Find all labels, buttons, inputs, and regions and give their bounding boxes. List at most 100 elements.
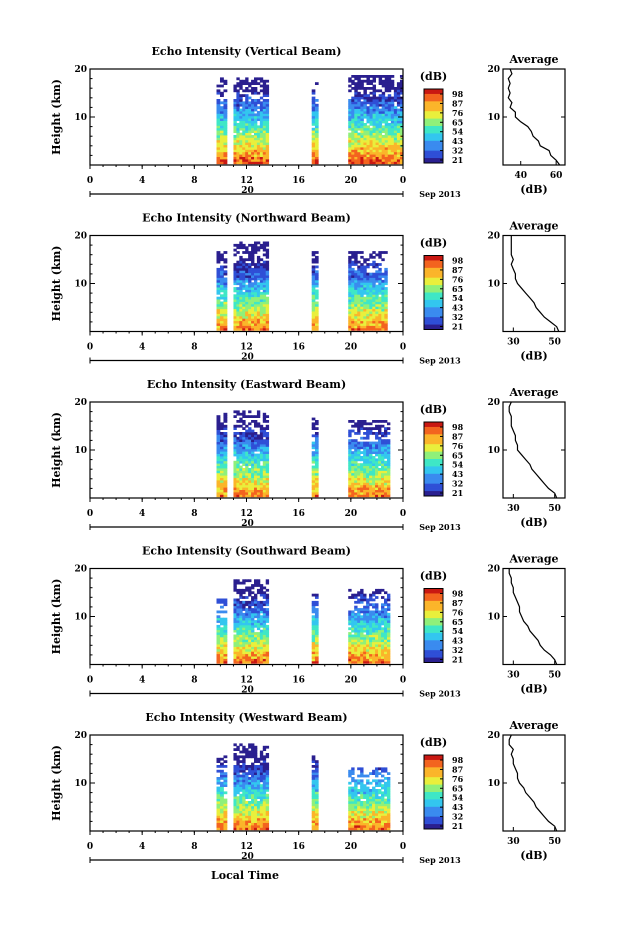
heatmap-cell	[351, 648, 355, 652]
heatmap-cell	[372, 118, 377, 121]
heatmap-cell	[383, 472, 388, 476]
heatmap-cell	[348, 494, 352, 498]
heatmap-cell	[239, 596, 243, 599]
heatmap-cell	[253, 468, 258, 471]
heatmap-cell	[216, 258, 221, 262]
heatmap-cell	[219, 660, 224, 664]
heatmap-cell	[357, 456, 361, 459]
heatmap-cell	[399, 89, 404, 93]
heatmap-cell	[239, 634, 243, 638]
heatmap-cell	[265, 123, 270, 126]
heatmap-cell	[375, 89, 380, 93]
heatmap-cell	[348, 656, 352, 659]
heatmap-cell	[369, 772, 373, 775]
heatmap-cell	[262, 789, 267, 792]
heatmap-cell	[366, 311, 370, 314]
heatmap-cell	[233, 755, 237, 759]
heatmap-cell	[348, 420, 352, 423]
heatmap-cell	[363, 470, 367, 474]
heatmap-cell	[311, 154, 316, 157]
heatmap-cell	[223, 439, 228, 442]
heatmap-cell	[219, 296, 224, 300]
heatmap-cell	[363, 130, 367, 133]
heatmap-cell	[239, 287, 243, 290]
heatmap-cell	[372, 313, 376, 317]
heatmap-cell	[236, 439, 240, 442]
heatmap-cell	[314, 151, 319, 155]
heatmap-cell	[378, 641, 382, 645]
heatmap-cell	[354, 817, 358, 821]
colorbar-swatch	[424, 645, 443, 649]
heatmap-cell	[314, 318, 319, 322]
heatmap-cell	[216, 803, 221, 807]
heatmap-cell	[265, 458, 270, 462]
heatmap-cell	[233, 660, 237, 664]
heatmap-cell	[381, 311, 385, 314]
heatmap-cell	[253, 748, 258, 751]
heatmap-cell	[360, 108, 364, 112]
heatmap-cell	[311, 648, 316, 652]
heatmap-cell	[223, 801, 228, 804]
heatmap-cell	[384, 84, 389, 88]
heatmap-cell	[381, 296, 385, 300]
heatmap-cell	[262, 159, 267, 162]
heatmap-cell	[259, 644, 264, 647]
heatmap-cell	[369, 622, 373, 626]
heatmap-cell	[265, 453, 270, 457]
heatmap-cell	[314, 624, 319, 628]
heatmap-cell	[216, 779, 221, 783]
heatmap-cell	[223, 760, 228, 763]
heatmap-cell	[248, 624, 252, 628]
heatmap-cell	[363, 270, 367, 274]
heatmap-cell	[245, 453, 249, 457]
heatmap-cell	[387, 151, 392, 155]
heatmap-cell	[216, 417, 221, 421]
colorbar-swatches	[424, 588, 443, 663]
heatmap-cell	[348, 487, 352, 490]
heatmap-cell	[248, 586, 252, 590]
heatmap-cell	[386, 632, 391, 635]
heatmap-cell	[311, 115, 316, 119]
heatmap-cell	[351, 769, 355, 773]
heatmap-cell	[311, 639, 316, 643]
heatmap-cell	[242, 627, 246, 631]
average-y-tick-label: 10	[487, 613, 500, 623]
heatmap-cell	[242, 648, 246, 652]
heatmap-cell	[378, 444, 382, 447]
heatmap-cell	[216, 99, 221, 102]
heatmap-cell	[354, 156, 358, 160]
heatmap-cell	[381, 315, 385, 319]
heatmap-cell	[386, 617, 391, 621]
x-tick-label: 0	[400, 509, 406, 519]
heatmap-cell	[216, 656, 221, 659]
heatmap-cell	[366, 130, 370, 133]
heatmap-cell	[372, 827, 376, 831]
heatmap-cell	[242, 784, 246, 787]
heatmap-cell	[239, 646, 243, 650]
heatmap-cell	[259, 263, 264, 266]
heatmap-cell	[223, 484, 228, 488]
heatmap-cell	[369, 813, 373, 816]
heatmap-cell	[216, 424, 221, 428]
heatmap-cell	[245, 825, 249, 828]
heatmap-cell	[265, 460, 270, 464]
heatmap-cell	[242, 656, 246, 659]
heatmap-cell	[311, 422, 316, 426]
heatmap-cell	[351, 294, 355, 298]
heatmap-cell	[251, 82, 255, 85]
heatmap-cell	[384, 267, 388, 271]
heatmap-cell	[378, 296, 382, 300]
heatmap-cell	[354, 108, 358, 112]
heatmap-cell	[351, 272, 355, 276]
heatmap-cell	[219, 301, 224, 305]
heatmap-cell	[236, 801, 240, 804]
heatmap-cell	[348, 439, 352, 442]
heatmap-cell	[233, 789, 237, 792]
heatmap-cell	[386, 470, 391, 474]
heatmap-cell	[387, 118, 392, 121]
heatmap-cell	[399, 113, 404, 117]
heatmap-cell	[366, 646, 370, 650]
heatmap-cell	[311, 470, 316, 474]
heatmap-cell	[236, 424, 240, 428]
heatmap-cell	[366, 277, 370, 281]
